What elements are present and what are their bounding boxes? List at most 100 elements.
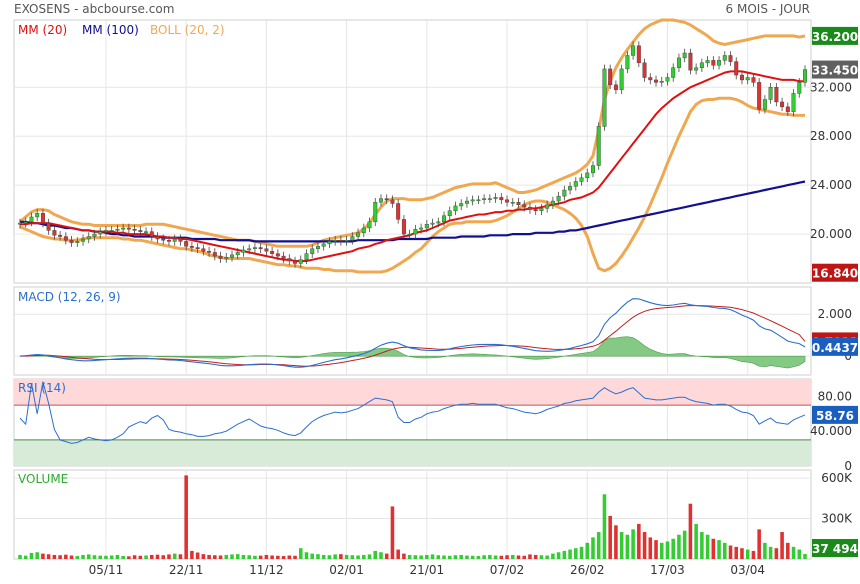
candle-body	[476, 199, 481, 202]
candle-body	[126, 227, 131, 230]
volume-bar	[803, 553, 807, 559]
volume-bar	[367, 554, 372, 559]
candle-body	[533, 209, 538, 212]
candle-body	[40, 213, 45, 224]
current-price-value-bg	[812, 60, 858, 79]
boll-upper-value: 36.200	[812, 30, 858, 44]
price-legend-item: MM (20)	[18, 23, 67, 37]
volume-bar	[109, 555, 114, 559]
candle-body	[602, 68, 607, 127]
macd-value: 0.4437	[812, 341, 858, 355]
candle-body	[315, 246, 320, 249]
volume-bar	[121, 556, 125, 559]
candle-body	[247, 248, 252, 251]
rsi-line	[19, 381, 806, 444]
volume-bar	[723, 542, 727, 559]
candle-body	[161, 238, 166, 241]
volume-bar	[745, 549, 750, 559]
candle-body	[98, 231, 103, 235]
candle-body	[482, 198, 487, 201]
price-y-tick-label: 24.000	[810, 178, 852, 192]
volume-bar	[791, 546, 796, 559]
candle-body	[459, 203, 464, 207]
candle-body	[487, 198, 492, 200]
candle-body	[757, 82, 762, 110]
candle-body	[109, 230, 114, 232]
price-y-tick-label: 20.000	[810, 227, 852, 241]
volume-bar	[493, 555, 498, 559]
candle-body	[419, 227, 424, 230]
candle-body	[499, 197, 504, 201]
volume-bar	[132, 555, 137, 559]
volume-bar	[551, 553, 555, 559]
mm20-line	[20, 70, 805, 262]
volume-bar	[92, 555, 97, 559]
candle-body	[401, 219, 406, 235]
volume-bar	[442, 555, 446, 559]
volume-bar	[470, 555, 475, 559]
volume-bar	[705, 534, 710, 559]
candle-body	[464, 200, 469, 204]
volume-bar	[218, 555, 223, 559]
candle-body	[545, 204, 550, 209]
volume-bar	[253, 555, 257, 559]
candle-body	[287, 258, 292, 262]
volume-bar	[35, 552, 39, 559]
volume-bar	[247, 555, 251, 559]
volume-y-tick-label: 600K	[821, 471, 853, 485]
candle-body	[613, 84, 618, 90]
volume-bar	[52, 554, 57, 559]
volume-bar	[144, 555, 148, 559]
rsi-value: 58.76	[816, 409, 854, 423]
volume-bar	[402, 553, 406, 559]
candle-body	[659, 80, 664, 83]
volume-bar	[717, 540, 721, 559]
volume-bar	[287, 555, 292, 559]
candle-body	[665, 77, 670, 82]
panel-frame-price	[13, 19, 812, 284]
macd-y-tick-label: 2.000	[818, 307, 852, 321]
candle-body	[705, 60, 710, 64]
candle-body	[333, 239, 338, 242]
candle-body	[149, 231, 154, 237]
candle-body	[550, 200, 555, 205]
volume-bar	[671, 538, 675, 559]
volume-bar	[465, 555, 469, 559]
volume-bar	[23, 555, 28, 559]
volume-bar	[608, 515, 612, 559]
rsi-y-tick-label: 80.00	[818, 389, 852, 403]
candle-body	[167, 239, 171, 242]
volume-bar	[797, 549, 802, 559]
candle-body	[338, 239, 343, 242]
volume-bar	[184, 475, 188, 559]
volume-bar	[350, 555, 355, 559]
candle-body	[184, 241, 189, 247]
candle-body	[321, 243, 326, 247]
volume-bar	[688, 503, 693, 559]
macd-line	[19, 298, 806, 368]
candle-body	[121, 227, 126, 230]
candle-body	[69, 239, 74, 243]
volume-bar	[264, 554, 269, 559]
candle-body	[310, 248, 315, 254]
candle-body	[642, 62, 647, 78]
volume-bar	[459, 554, 463, 559]
candle-body	[189, 246, 194, 248]
candle-body	[230, 254, 234, 258]
volume-bar	[556, 552, 561, 559]
volume-bar	[81, 554, 85, 559]
candle-body	[608, 68, 613, 86]
volume-bar	[155, 554, 160, 559]
volume-value: 37 494	[812, 542, 858, 556]
volume-bar	[276, 555, 280, 559]
candle-body	[63, 236, 68, 241]
volume-bar	[379, 552, 383, 559]
volume-bar	[58, 555, 62, 559]
volume-bar	[516, 555, 521, 559]
candle-body	[568, 186, 573, 191]
macd-histogram	[19, 336, 806, 369]
mm100-line	[20, 180, 806, 243]
price-y-tick-label: 32.000	[810, 80, 852, 94]
rsi-value-bg	[812, 405, 858, 424]
candle-body	[436, 221, 441, 224]
